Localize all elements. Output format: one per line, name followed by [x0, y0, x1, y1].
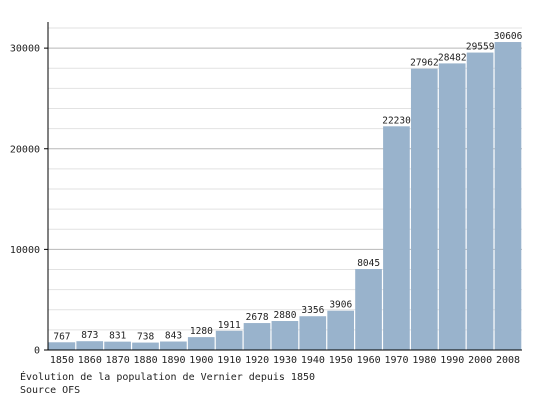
bar-1960: [355, 269, 382, 350]
x-tick-label-1910: 1910: [217, 355, 241, 366]
bar-value-label-1990: 28482: [438, 52, 467, 63]
x-tick-label-1890: 1890: [161, 355, 185, 366]
bar-1930: [271, 321, 299, 350]
x-tick-label-1990: 1990: [440, 355, 464, 366]
bar-value-label-1880: 738: [137, 332, 154, 343]
y-tick-label-20000: 20000: [10, 144, 40, 155]
axes: [47, 22, 522, 351]
bar-value-label-2000: 29559: [466, 42, 495, 53]
bar-1920: [243, 323, 271, 350]
bar-value-label-1970: 22230: [382, 115, 411, 126]
x-tick-label-1940: 1940: [301, 355, 325, 366]
bar-value-label-1860: 873: [81, 330, 98, 341]
bar-value-label-2008: 30606: [494, 31, 523, 42]
bar-1970: [383, 126, 410, 350]
bar-1940: [299, 316, 327, 350]
bar-value-label-1930: 2880: [274, 310, 297, 321]
bar-1910: [215, 330, 243, 350]
bar-value-label-1940: 3356: [301, 305, 324, 316]
x-tick-labels: 1850 1860 1870 1880 1890 1900 1910 1920 1930 1940…: [50, 355, 520, 366]
y-tick-label-30000: 30000: [10, 44, 40, 55]
bar-value-label-1980: 27962: [410, 58, 439, 69]
bar-1980: [410, 68, 438, 350]
bar-2000: [466, 52, 494, 350]
bar-1850: [48, 342, 76, 350]
bar-1990: [438, 63, 466, 351]
bar-value-label-1870: 831: [109, 331, 126, 342]
x-tick-label-1930: 1930: [273, 355, 297, 366]
bar-value-label-1960: 8045: [357, 258, 380, 269]
bars: [48, 42, 522, 351]
x-tick-label-1900: 1900: [189, 355, 213, 366]
bar-value-label-1920: 2678: [246, 312, 269, 323]
y-tick-label-0: 0: [34, 346, 40, 357]
bar-1860: [76, 341, 104, 350]
x-tick-label-1880: 1880: [134, 355, 158, 366]
bar-value-label-1850: 767: [53, 331, 70, 342]
bar-1900: [187, 337, 215, 350]
bar-1880: [132, 342, 159, 350]
bar-1950: [327, 310, 355, 350]
caption-source: Source OFS: [20, 385, 81, 396]
x-tick-label-1850: 1850: [50, 355, 74, 366]
y-tick-label-10000: 10000: [10, 245, 40, 256]
x-tick-label-1870: 1870: [106, 355, 130, 366]
bar-value-labels: 767 873 831 738 843 1280 1911 2678 2880 3356 3906 8…: [53, 31, 522, 343]
x-tick-label-1960: 1960: [357, 355, 381, 366]
bar-value-label-1890: 843: [165, 331, 182, 342]
x-tick-label-2000: 2000: [468, 355, 492, 366]
x-tick-label-1920: 1920: [245, 355, 269, 366]
bar-2008: [494, 42, 522, 350]
bar-value-label-1900: 1280: [190, 326, 213, 337]
bar-value-label-1910: 1911: [218, 320, 241, 331]
x-tick-label-1950: 1950: [329, 355, 353, 366]
x-tick-label-1860: 1860: [78, 355, 102, 366]
x-tick-label-1970: 1970: [384, 355, 408, 366]
bar-value-label-1950: 3906: [329, 300, 352, 311]
y-tick-labels: 0 10000 20000 30000: [10, 44, 48, 357]
caption-title: Évolution de la population de Vernier de…: [20, 372, 316, 383]
bar-1870: [104, 341, 131, 350]
x-tick-label-2008: 2008: [496, 355, 520, 366]
x-tick-label-1980: 1980: [412, 355, 436, 366]
bar-1890: [160, 341, 187, 350]
